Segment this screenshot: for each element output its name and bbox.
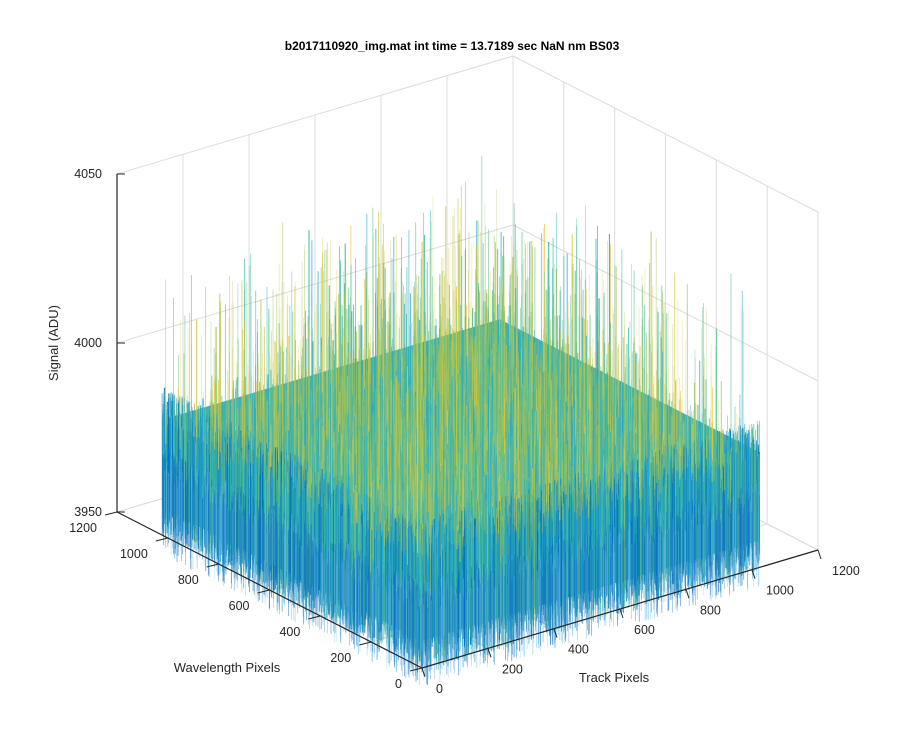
back-wall-grid-line — [116, 55, 514, 175]
side-wall-grid-line — [512, 55, 819, 213]
side-wall-grid-line — [512, 224, 819, 382]
back-wall-grid-line — [116, 224, 514, 344]
surface — [161, 156, 761, 686]
